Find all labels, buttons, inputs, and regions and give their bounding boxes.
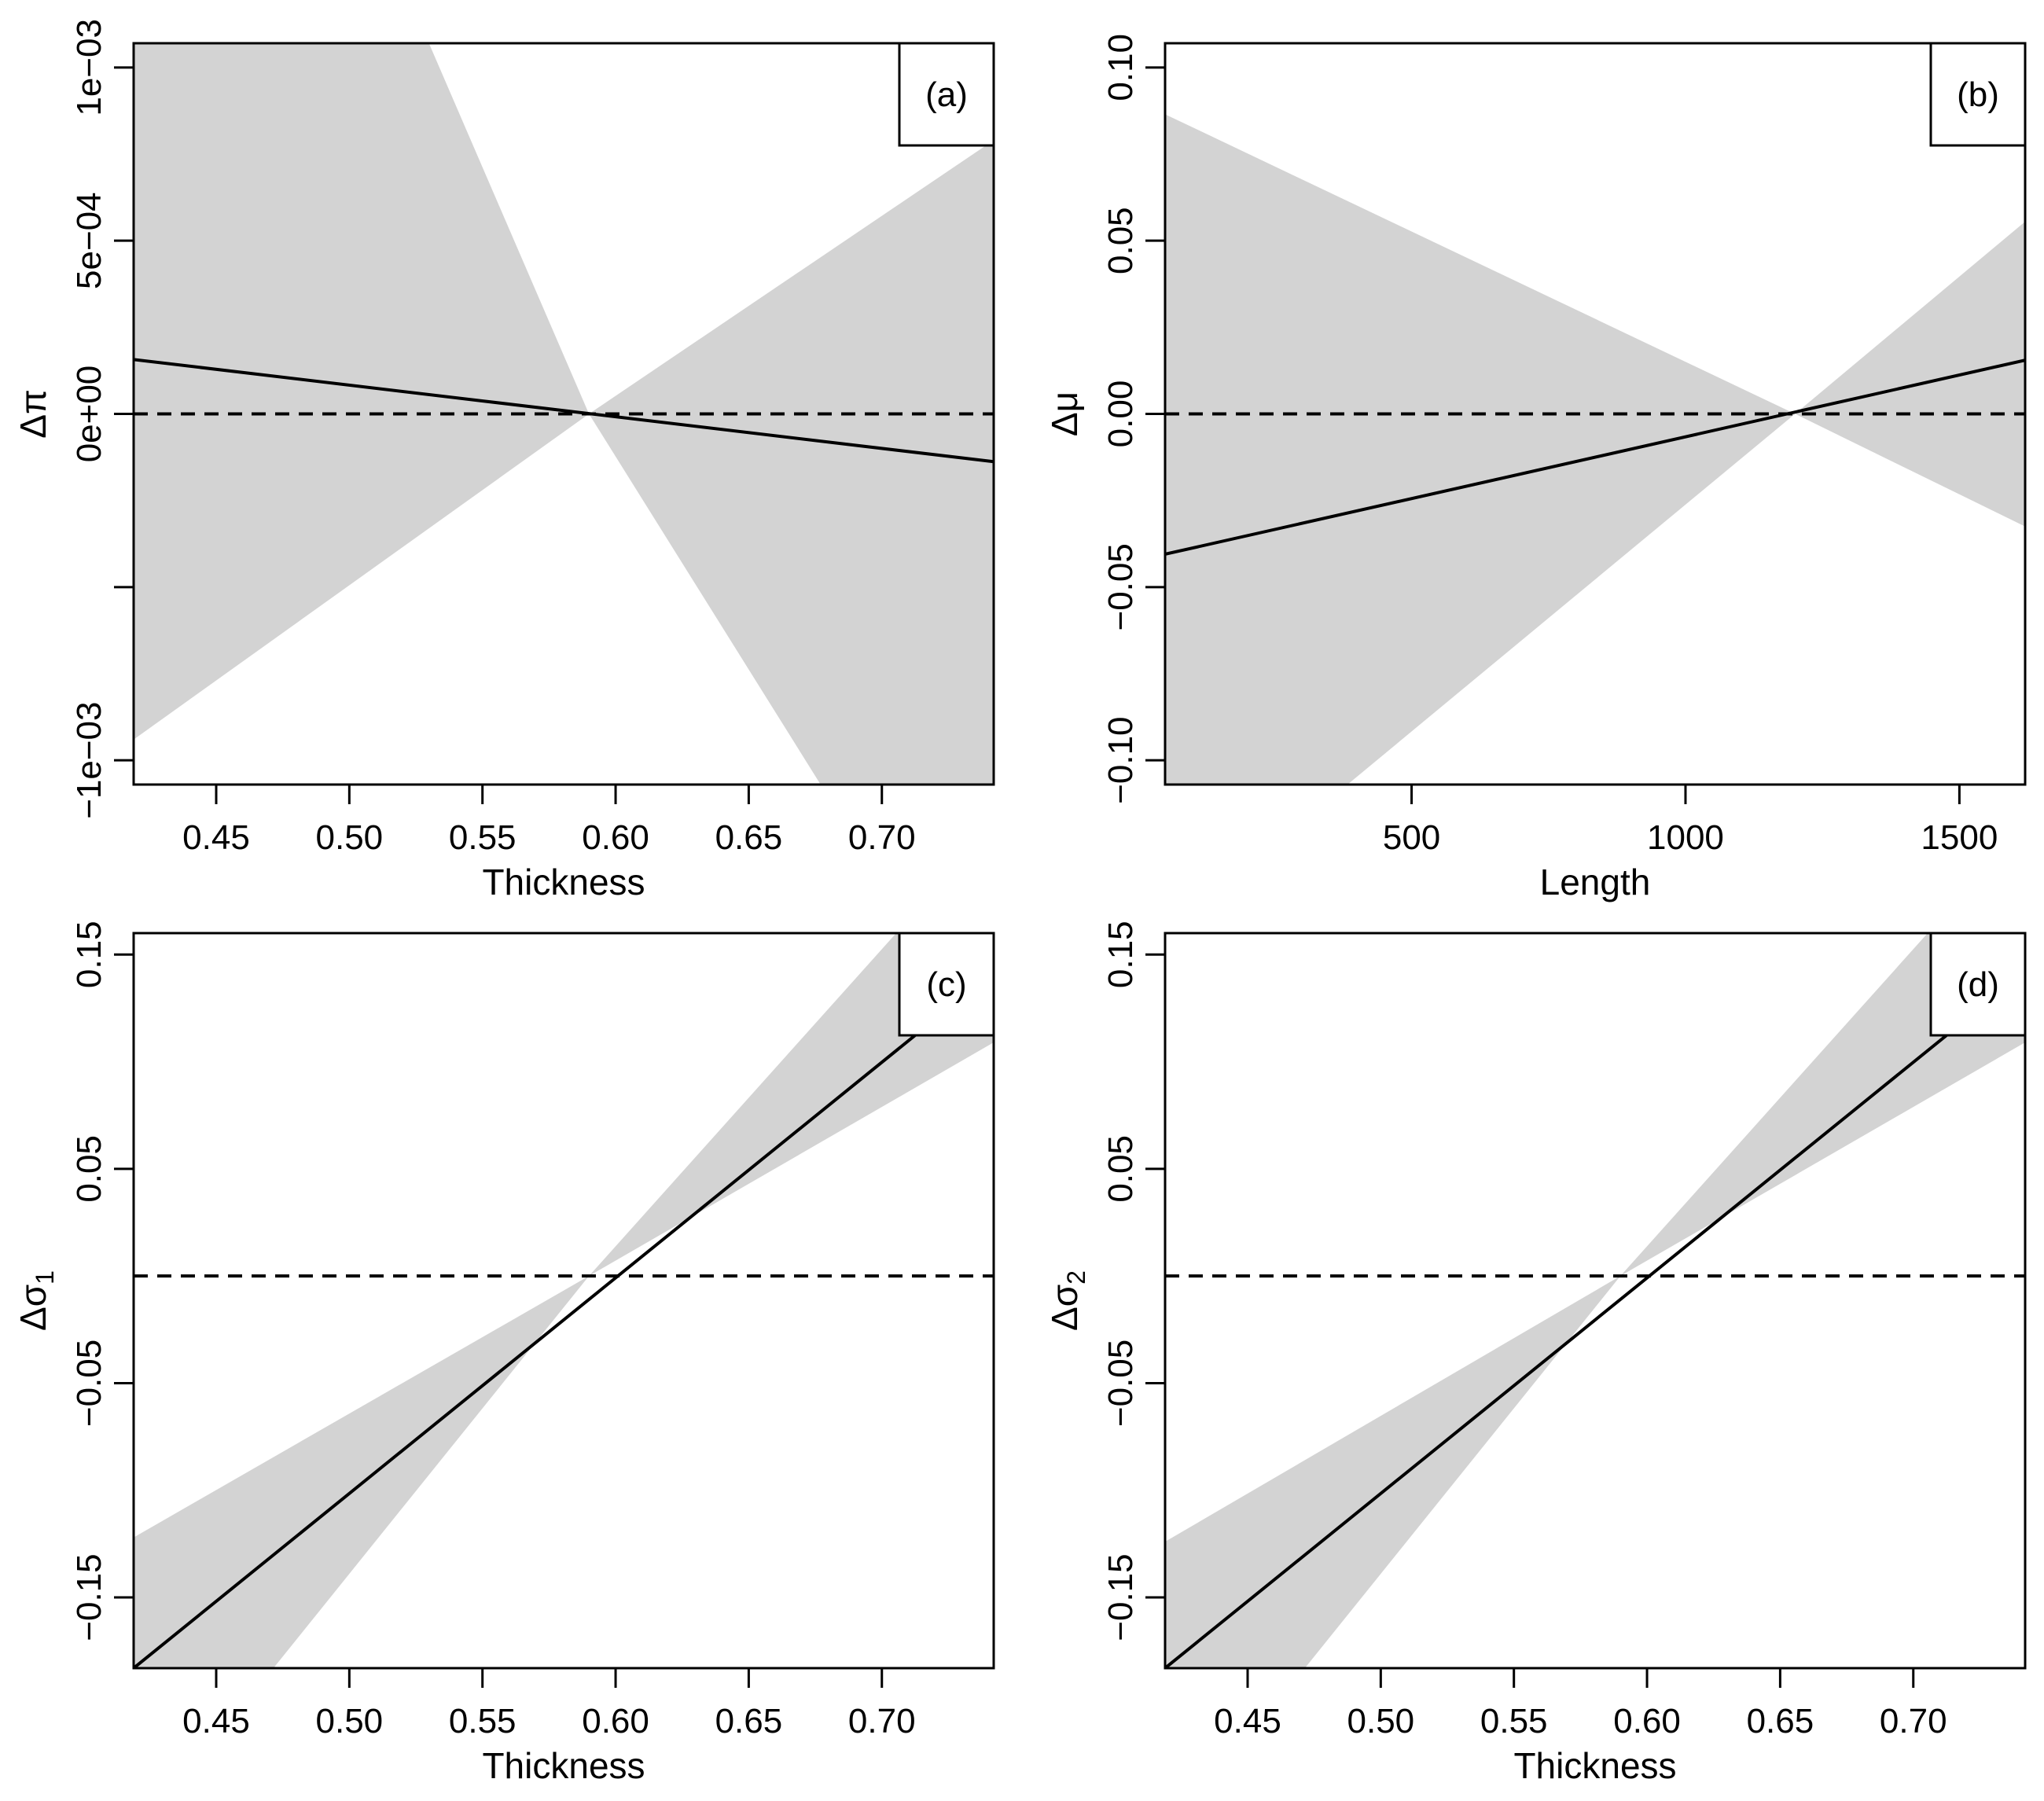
y-axis-label: Δσ2 — [1044, 1270, 1090, 1331]
x-tick-label: 0.55 — [449, 818, 517, 857]
panel-label: (a) — [925, 75, 968, 114]
y-axis-label: Δπ — [13, 389, 53, 438]
x-axis-label: Thickness — [1513, 1745, 1676, 1786]
panel-d: (d) 0.45 0.50 0.55 0.60 0.65 0.70 −0.15 −0.05 0.0… — [1044, 921, 2027, 1786]
y-axis-label-subscript: 1 — [31, 1270, 59, 1285]
x-tick-label: 0.50 — [316, 818, 384, 857]
confidence-band — [1165, 933, 2025, 1668]
fitted-line — [1165, 358, 2025, 556]
fitted-line — [134, 358, 994, 464]
y-axis-label-main: Δμ — [1044, 391, 1085, 436]
x-tick-label: 0.50 — [1347, 1702, 1415, 1740]
x-tick-label: 0.65 — [715, 818, 783, 857]
x-tick-label: 0.60 — [582, 1702, 649, 1740]
panel-c: (c) 0.45 0.50 0.55 0.60 0.65 0.70 −0.15 −0.05 0.0… — [13, 921, 995, 1786]
plot-frame — [1164, 932, 2027, 1670]
y-axis-label-main: Δσ — [1044, 1285, 1085, 1331]
panel-a: (a) 0.45 0.50 0.55 0.60 0.65 0.70 −1e−03 0e+00 5e… — [13, 19, 995, 902]
y-tick-label: −0.05 — [70, 1340, 108, 1427]
y-tick-label: 0.10 — [1101, 34, 1140, 101]
x-tick-label: 0.70 — [848, 1702, 916, 1740]
panel-label: (d) — [1957, 965, 1999, 1004]
x-axis-label: Length — [1540, 862, 1651, 902]
panel-label: (c) — [926, 965, 966, 1004]
x-tick-label: 1000 — [1647, 818, 1724, 857]
x-tick-label: 0.55 — [1480, 1702, 1548, 1740]
x-tick-label: 0.50 — [316, 1702, 384, 1740]
x-tick-label: 0.45 — [182, 818, 250, 857]
x-axis-label: Thickness — [482, 1745, 645, 1786]
y-tick-label: −0.10 — [1101, 716, 1140, 803]
y-axis-label-main: Δσ — [13, 1285, 53, 1331]
y-tick-label: 1e−03 — [70, 19, 108, 116]
confidence-band — [1165, 114, 2025, 785]
panel-label-box — [898, 932, 995, 1037]
y-tick-label: 5e−04 — [70, 192, 108, 289]
y-tick-label: −1e−03 — [70, 702, 108, 819]
x-tick-label: 0.70 — [848, 818, 916, 857]
panel-label-box — [898, 42, 995, 147]
plot-frame — [132, 932, 995, 1670]
x-tick-label: 0.45 — [182, 1702, 250, 1740]
y-tick-label: 0.05 — [1101, 207, 1140, 274]
plot-area — [134, 43, 994, 785]
x-tick-label: 0.55 — [449, 1702, 517, 1740]
y-tick-label: 0.15 — [70, 921, 108, 988]
y-tick-label: 0.05 — [70, 1135, 108, 1203]
y-axis-label-main: Δπ — [13, 389, 53, 438]
y-axis-label-subscript: 2 — [1062, 1270, 1090, 1285]
panel-label: (b) — [1957, 75, 1999, 114]
panel-b: (b) 500 1000 1500 −0.10 −0.05 0.00 0.05 0.10 Leng… — [1044, 34, 2027, 902]
y-tick-label: 0.05 — [1101, 1135, 1140, 1203]
plot-area — [1165, 933, 2025, 1668]
x-axis-label: Thickness — [482, 862, 645, 902]
x-tick-label: 0.45 — [1214, 1702, 1281, 1740]
x-tick-label: 0.70 — [1880, 1702, 1947, 1740]
confidence-band — [134, 933, 994, 1668]
y-axis-label: Δμ — [1044, 391, 1085, 436]
y-axis-label: Δσ1 — [13, 1270, 59, 1331]
fitted-line — [134, 970, 994, 1668]
y-tick-label: −0.15 — [1101, 1553, 1140, 1641]
x-tick-label: 500 — [1383, 818, 1440, 857]
y-tick-label: −0.05 — [1101, 543, 1140, 630]
plot-area — [1165, 114, 2025, 785]
y-tick-label: 0.00 — [1101, 380, 1140, 448]
plot-area — [134, 933, 994, 1668]
x-tick-label: 0.65 — [1747, 1702, 1814, 1740]
x-tick-label: 1500 — [1921, 818, 1998, 857]
x-tick-label: 0.60 — [582, 818, 649, 857]
y-tick-label: −0.15 — [70, 1553, 108, 1641]
panels: (a) 0.45 0.50 0.55 0.60 0.65 0.70 −1e−03 0e+00 5e… — [13, 19, 2027, 1786]
y-tick-label: 0e+00 — [70, 366, 108, 463]
y-tick-label: 0.15 — [1101, 921, 1140, 988]
x-tick-label: 0.60 — [1613, 1702, 1681, 1740]
y-tick-label: −0.05 — [1101, 1340, 1140, 1427]
fitted-line — [1165, 970, 2025, 1668]
x-tick-label: 0.65 — [715, 1702, 783, 1740]
